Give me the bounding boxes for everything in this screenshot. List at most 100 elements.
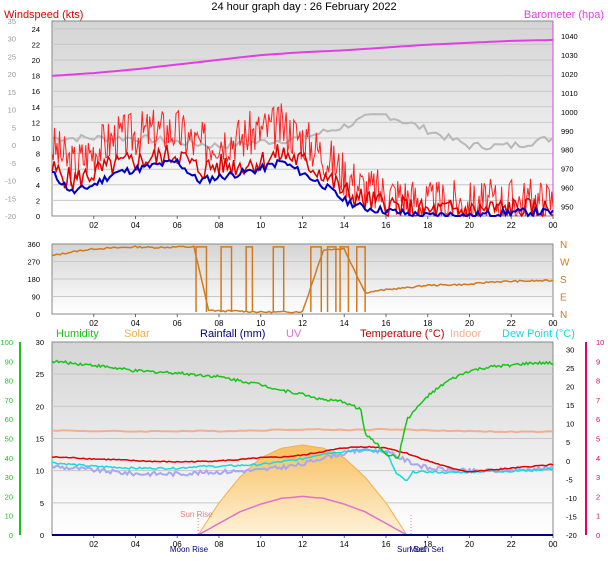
wind-x-tick-label: 02 — [89, 221, 98, 230]
wind-direction-panel: 02 04 06 08 10 12 14 16 18 20 22 00090180270360NESW… — [27, 240, 570, 328]
temp-x-tick-label: 22 — [507, 540, 516, 549]
direction-x-tick-label: 22 — [507, 319, 516, 328]
moonset-label: Moon Set — [409, 545, 444, 554]
windspeed-axis-title: Windspeed (kts) — [4, 9, 83, 21]
humidity-tick-label: 10 — [5, 512, 13, 521]
uv-tick-label: 4 — [596, 454, 600, 463]
wind-far-left-tick-label: 30 — [8, 35, 16, 44]
wind-far-left-tick-label: -10 — [5, 177, 16, 186]
temperature-tick-label: 15 — [566, 401, 574, 410]
solar-tick-label: 10 — [36, 467, 44, 476]
wind-x-tick-label: 22 — [507, 221, 516, 230]
wind-far-left-tick-label: 15 — [8, 88, 16, 97]
temp-x-tick-label: 16 — [382, 540, 391, 549]
temperature-tick-label: 5 — [566, 438, 570, 447]
direction-swing — [310, 246, 323, 313]
temp-x-tick-label: 12 — [298, 540, 307, 549]
wind-left-tick-label: 0 — [36, 212, 40, 221]
wind-left-tick-label: 24 — [32, 25, 40, 34]
barometer-tick-label: 1000 — [561, 108, 578, 117]
temperature-humidity-panel: 02 04 06 08 10 12 14 16 18 20 22 000102030405060708… — [0, 328, 604, 554]
solar-tick-label: 25 — [36, 370, 44, 379]
humidity-tick-label: 50 — [5, 435, 13, 444]
direction-swing — [356, 246, 366, 313]
direction-x-tick-label: 18 — [423, 319, 432, 328]
wind-far-left-tick-label: 10 — [8, 106, 16, 115]
wind-left-tick-label: 18 — [32, 72, 40, 81]
barometer-line — [51, 38, 554, 77]
direction-tick-label: 0 — [36, 310, 40, 319]
humidity-tick-label: 70 — [5, 396, 13, 405]
barometer-tick-label: 950 — [561, 203, 574, 212]
humidity-tick-label: 100 — [0, 338, 13, 347]
direction-x-tick-label: 16 — [382, 319, 391, 328]
uv-tick-label: 1 — [596, 512, 600, 521]
wind-left-tick-label: 14 — [32, 103, 40, 112]
compass-label: E — [560, 293, 567, 304]
uv-tick-label: 0 — [596, 531, 600, 540]
barometer-tick-label: 1040 — [561, 32, 578, 41]
indoor-legend: Indoor — [450, 328, 482, 340]
wind-x-tick-label: 12 — [298, 221, 307, 230]
sunset-label: Sun Set — [397, 545, 426, 554]
barometer-tick-label: 970 — [561, 165, 574, 174]
temperature-tick-label: 25 — [566, 364, 574, 373]
wind-left-tick-label: 12 — [32, 118, 40, 127]
direction-swing — [245, 246, 254, 313]
uv-tick-label: 3 — [596, 473, 600, 482]
wind-x-tick-label: 18 — [423, 221, 432, 230]
uv-tick-label: 8 — [596, 377, 600, 386]
wind-x-tick-label: 14 — [340, 221, 349, 230]
wind-barometer-panel: 02 04 06 08 10 12 14 16 18 20 22 000246810121416182… — [4, 9, 604, 230]
humidity-line — [51, 359, 554, 460]
solar-tick-label: 15 — [36, 435, 44, 444]
direction-tick-label: 180 — [27, 275, 40, 284]
barometer-tick-label: 990 — [561, 127, 574, 136]
wind-far-left-tick-label: 35 — [8, 17, 16, 26]
direction-swing — [272, 246, 285, 313]
barometer-tick-label: 1030 — [561, 51, 578, 60]
humidity-legend: Humidity — [56, 328, 99, 340]
direction-tick-label: 270 — [27, 258, 40, 267]
direction-line — [51, 245, 554, 314]
wind-left-tick-label: 8 — [36, 150, 40, 159]
temperature-tick-label: 30 — [566, 345, 574, 354]
wind-far-left-tick-label: -5 — [9, 159, 16, 168]
barometer-tick-label: 960 — [561, 184, 574, 193]
wind-left-tick-label: 6 — [36, 165, 40, 174]
humidity-tick-label: 90 — [5, 357, 13, 366]
sunrise-label: Sun Rise — [180, 510, 213, 519]
uv-tick-label: 9 — [596, 357, 600, 366]
humidity-tick-label: 40 — [5, 454, 13, 463]
wind-x-tick-label: 16 — [382, 221, 391, 230]
temperature-legend: Temperature (°C) — [360, 328, 444, 340]
wind-far-left-tick-label: 25 — [8, 52, 16, 61]
wind-far-left-tick-label: -20 — [5, 212, 16, 221]
apparent-temperature-line — [51, 445, 554, 478]
uv-tick-label: 10 — [596, 338, 604, 347]
compass-label: N — [560, 240, 567, 251]
direction-swing — [195, 246, 208, 313]
humidity-tick-label: 30 — [5, 473, 13, 482]
temperature-line — [51, 445, 554, 473]
wind-x-tick-label: 08 — [215, 221, 224, 230]
wind-left-tick-label: 4 — [36, 181, 40, 190]
direction-swing — [326, 246, 337, 313]
compass-label: S — [560, 275, 567, 286]
wind-x-tick-label: 06 — [173, 221, 182, 230]
direction-tick-label: 90 — [32, 293, 40, 302]
temp-x-tick-label: 14 — [340, 540, 349, 549]
solar-tick-label: 0 — [40, 531, 44, 540]
humidity-tick-label: 80 — [5, 377, 13, 386]
wind-far-left-tick-label: -15 — [5, 194, 16, 203]
wind-left-tick-label: 20 — [32, 56, 40, 65]
rainfall-legend: Rainfall (mm) — [200, 328, 265, 340]
barometer-tick-label: 1020 — [561, 70, 578, 79]
direction-swing — [339, 246, 350, 313]
direction-x-tick-label: 12 — [298, 319, 307, 328]
direction-x-tick-label: 10 — [256, 319, 265, 328]
temperature-tick-label: -10 — [566, 494, 577, 503]
solar-legend: Solar — [124, 328, 150, 340]
temperature-tick-label: 20 — [566, 383, 574, 392]
